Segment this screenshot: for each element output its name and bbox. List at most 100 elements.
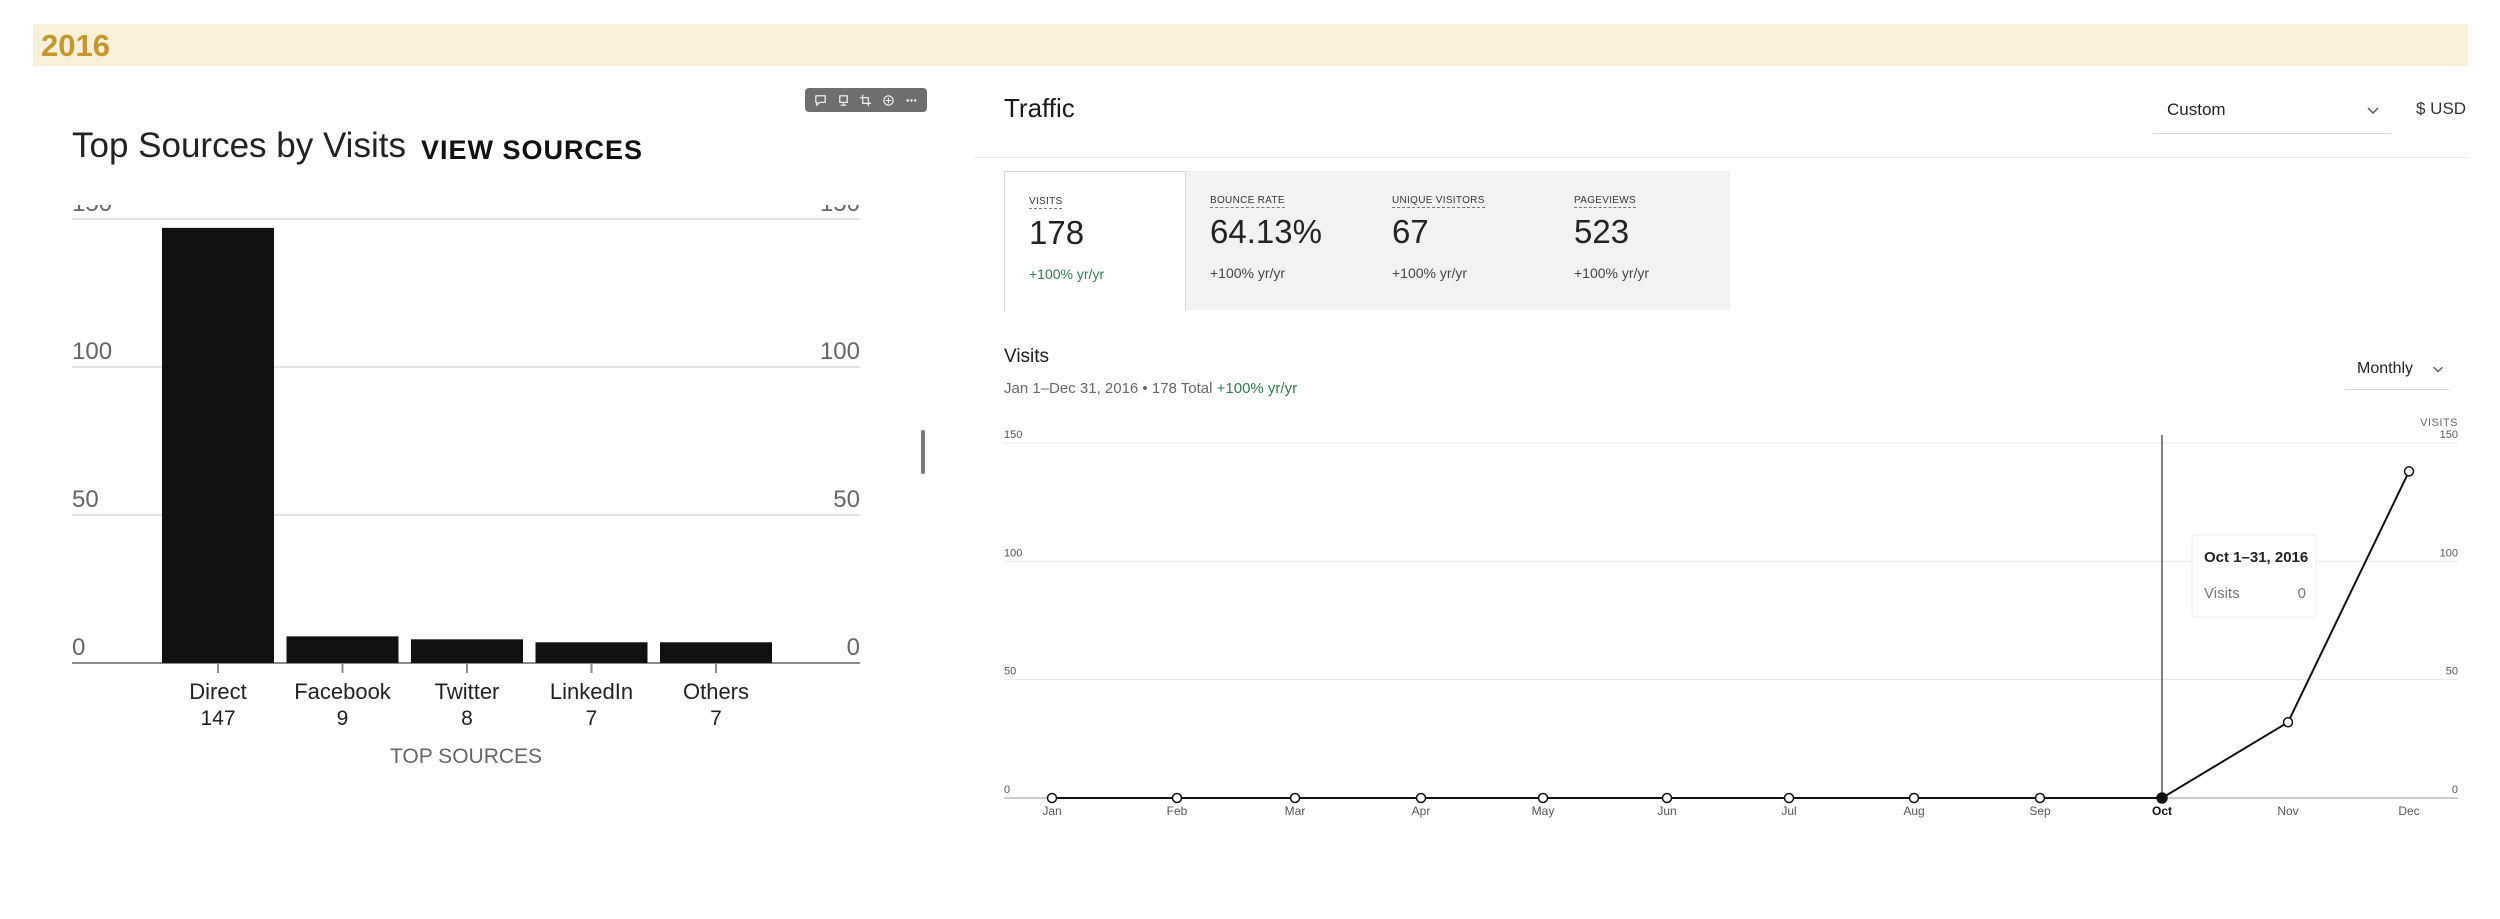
tab-bounce-rate[interactable]: BOUNCE RATE 64.13% +100% yr/yr <box>1186 171 1368 310</box>
view-sources-link[interactable]: VIEW SOURCES <box>421 135 644 165</box>
bar <box>660 642 772 663</box>
y-tick-label-right: 150 <box>2440 429 2458 441</box>
data-point <box>2282 717 2294 728</box>
stat-value: 64.13% <box>1210 213 1322 250</box>
bar <box>162 227 274 663</box>
data-point <box>1537 792 1549 804</box>
stat-value: 178 <box>1029 214 1085 251</box>
date-range-select[interactable]: Custom <box>2153 90 2391 134</box>
tooltip-label: Visits <box>2204 585 2240 602</box>
x-tick-label: Mar <box>1285 804 1306 818</box>
y-tick-label-left: 0 <box>72 634 85 661</box>
x-tick-label: Nov <box>2277 804 2298 818</box>
stat-change: +100% yr/yr <box>1392 265 1468 281</box>
chart-tooltip: Oct 1–31, 2016 Visits 0 <box>2191 534 2317 618</box>
bar <box>411 639 523 663</box>
tab-visits[interactable]: VISITS 178 +100% yr/yr <box>1004 171 1186 311</box>
y-tick-label-left: 50 <box>72 486 99 513</box>
tooltip-value: 0 <box>2298 585 2306 602</box>
y-tick-label-right: 100 <box>820 338 860 365</box>
x-tick-label: Sep <box>2029 804 2051 818</box>
period-select[interactable]: Monthly <box>2345 350 2449 390</box>
top-sources-bar-chart: 0 0 50 50 100 100 150 150 Direct 147 Facebook 9 Twit… <box>72 205 860 768</box>
visits-heading: Visits <box>1004 346 1050 367</box>
tooltip-box <box>2191 534 2317 618</box>
x-tick-label: Feb <box>1167 804 1188 818</box>
x-tick-label: Twitter <box>435 679 500 704</box>
resize-handle[interactable] <box>921 430 925 474</box>
traffic-title: Traffic <box>1004 93 1075 123</box>
bar-value-label: 9 <box>337 707 349 730</box>
bar-value-label: 7 <box>710 707 722 730</box>
comment-icon[interactable] <box>813 93 827 107</box>
x-tick-label: Jan <box>1042 804 1061 818</box>
top-sources-title: Top Sources by Visits <box>72 126 406 165</box>
x-tick-label: Facebook <box>294 679 392 704</box>
x-tick-label: Jul <box>1781 804 1796 818</box>
stat-value: 523 <box>1574 213 1630 250</box>
data-point <box>1783 792 1795 804</box>
bar-value-label: 7 <box>586 707 598 730</box>
y-tick-label-right: 50 <box>2446 666 2458 678</box>
y-tick-label-left: 150 <box>1004 429 1022 441</box>
y-tick-label-right: 0 <box>847 634 860 661</box>
stat-change: +100% yr/yr <box>1574 265 1650 281</box>
bar-value-label: 8 <box>461 707 473 730</box>
currency-label[interactable]: $ USD <box>2416 99 2467 118</box>
header-divider <box>974 157 2468 158</box>
year-label: 2016 <box>41 28 110 63</box>
stat-change: +100% yr/yr <box>1210 265 1286 281</box>
stat-label: VISITS <box>1029 196 1063 209</box>
x-tick-label: May <box>1532 804 1555 818</box>
x-tick-label: LinkedIn <box>550 679 633 704</box>
data-point <box>1908 792 1920 804</box>
visits-line-chart: VISITS 0 0 50 50 100 100 150 150 Jan Feb Mar Apr May J… <box>1004 417 2458 818</box>
visits-range: Jan 1–Dec 31, 2016 • 178 Total <box>1004 380 1213 397</box>
period-value: Monthly <box>2357 360 2414 377</box>
stats-tabs: VISITS 178 +100% yr/yr BOUNCE RATE 64.13… <box>1004 171 1732 311</box>
x-axis-title: TOP SOURCES <box>390 745 542 768</box>
data-point <box>2403 466 2415 477</box>
desktop-icon[interactable] <box>836 93 850 107</box>
data-point <box>1171 792 1183 804</box>
x-tick-label: Direct <box>189 679 246 704</box>
y-tick-label-left: 100 <box>72 338 112 365</box>
block-toolbar <box>805 88 927 112</box>
x-tick-label: Oct <box>2152 804 2172 818</box>
year-banner: 2016 <box>33 24 2468 66</box>
y-axis-right-title: VISITS <box>2420 417 2458 429</box>
crop-icon[interactable] <box>859 93 873 107</box>
y-tick-label-left: 150 <box>72 205 112 217</box>
data-point <box>2156 792 2168 804</box>
x-tick-label: Dec <box>2398 804 2419 818</box>
y-tick-label-right: 100 <box>2440 547 2458 559</box>
y-tick-label-left: 0 <box>1004 784 1010 796</box>
date-range-value: Custom <box>2167 100 2226 119</box>
series-line <box>1052 470 2410 799</box>
bar <box>535 642 648 663</box>
tooltip-title: Oct 1–31, 2016 <box>2204 549 2308 566</box>
bar-value-label: 147 <box>200 707 235 730</box>
data-point <box>1289 792 1301 804</box>
data-point <box>1661 792 1673 804</box>
data-point <box>1046 792 1058 804</box>
more-icon[interactable] <box>905 93 919 107</box>
add-icon[interactable] <box>882 93 896 107</box>
stat-label: PAGEVIEWS <box>1574 195 1636 208</box>
y-tick-label-right: 150 <box>820 205 860 217</box>
stat-label: UNIQUE VISITORS <box>1392 195 1485 208</box>
y-tick-label-left: 100 <box>1004 547 1022 559</box>
bar <box>286 636 399 663</box>
stat-value: 67 <box>1392 213 1429 250</box>
stat-change: +100% yr/yr <box>1029 266 1105 282</box>
tab-pageviews[interactable]: PAGEVIEWS 523 +100% yr/yr <box>1550 171 1732 310</box>
chevron-down-icon <box>2433 366 2443 373</box>
y-tick-label-left: 50 <box>1004 666 1016 678</box>
y-tick-label-right: 50 <box>833 486 860 513</box>
data-point <box>2034 792 2046 804</box>
y-tick-label-right: 0 <box>2452 784 2458 796</box>
x-tick-label: Aug <box>1903 804 1924 818</box>
x-tick-label: Jun <box>1657 804 1676 818</box>
visits-summary: Jan 1–Dec 31, 2016 • 178 Total +100% yr/… <box>1004 380 1297 397</box>
tab-unique-visitors[interactable]: UNIQUE VISITORS 67 +100% yr/yr <box>1368 171 1550 310</box>
